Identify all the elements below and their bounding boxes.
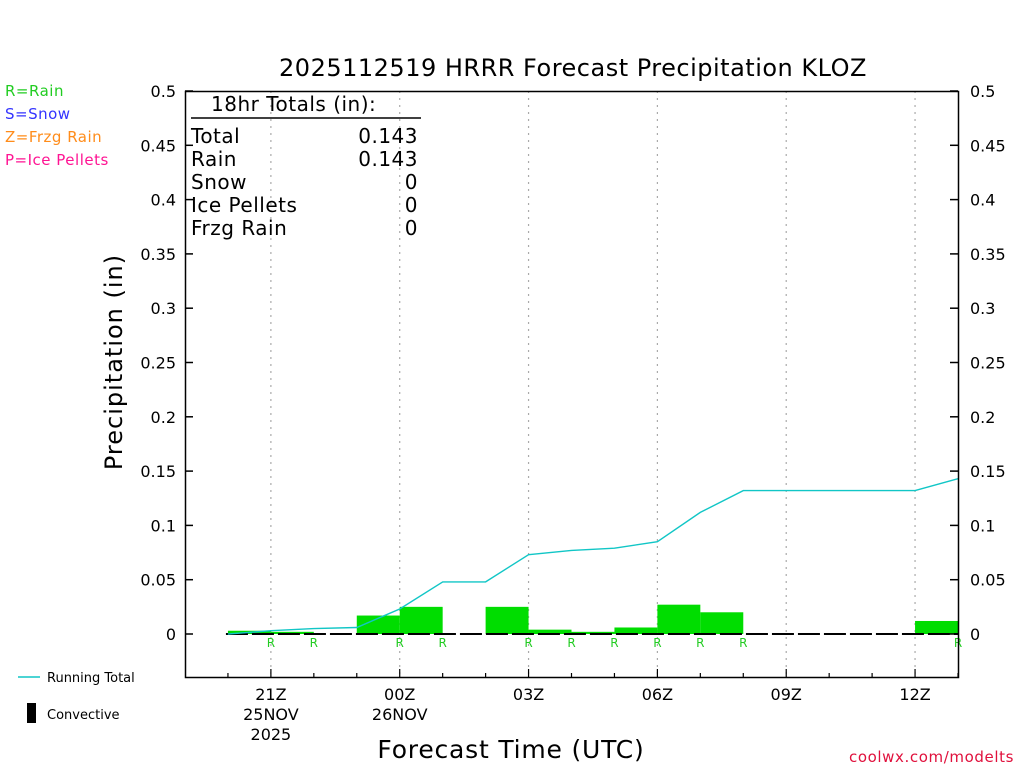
precip-bar	[915, 620, 958, 634]
totals-row-value: 0	[405, 216, 418, 240]
precip-bar	[356, 615, 400, 634]
precip-type-letter: R	[310, 636, 318, 650]
totals-row-label: Frzg Rain	[191, 216, 287, 240]
precip-type-letter: R	[267, 636, 275, 650]
y-tick-label-right: 0.15	[970, 462, 1006, 481]
totals-row-value: 0.143	[358, 124, 418, 148]
x-tick-sublabel: 25NOV	[243, 705, 299, 724]
y-tick-label-right: 0.05	[970, 571, 1006, 590]
bar-series	[227, 604, 958, 634]
y-tick-label-left: 0.25	[140, 354, 176, 373]
precip-type-letter: R	[739, 636, 747, 650]
totals-row-label: Total	[190, 124, 240, 148]
x-tick-label: 06Z	[642, 685, 673, 704]
grid-lines	[270, 91, 916, 677]
precip-type-letter: R	[567, 636, 575, 650]
y-axis-label: Precipitation (in)	[100, 254, 128, 470]
totals-row-value: 0	[405, 170, 418, 194]
totals-row-label: Rain	[191, 147, 237, 171]
running-total-line	[227, 478, 959, 635]
x-tick-label: 12Z	[899, 685, 930, 704]
chart-title: 2025112519 HRRR Forecast Precipitation K…	[279, 54, 867, 82]
x-axis-label: Forecast Time (UTC)	[377, 735, 644, 764]
precip-bar	[485, 606, 529, 634]
x-tick-sublabel: 2025	[251, 725, 292, 744]
y-tick-label-right: 0.35	[970, 245, 1006, 264]
y-tick-label-right: 0.5	[970, 82, 995, 101]
y-tick-label-right: 0.4	[970, 191, 995, 210]
y-axis-left: 0 0.05 0.1 0.15 0.2 0.25 0.3 0.35 0.4 0.45 0.5	[140, 82, 193, 644]
precip-bar	[399, 606, 443, 634]
credit-text: coolwx.com/modelts	[849, 748, 1014, 766]
y-tick-label-left: 0	[166, 625, 176, 644]
totals-row-value: 0.143	[358, 147, 418, 171]
totals-row-label: Snow	[191, 170, 247, 194]
precip-type-letter: R	[438, 636, 446, 650]
precip-type-letter: R	[653, 636, 661, 650]
totals-row-value: 0	[405, 193, 418, 217]
running-total-legend-label: Running Total	[47, 671, 135, 686]
precip-bar	[270, 631, 314, 634]
series-legend: Running Total Convective	[18, 671, 135, 723]
y-tick-label-left: 0.5	[151, 82, 176, 101]
precip-type-letter: R	[396, 636, 404, 650]
y-tick-label-left: 0.3	[151, 299, 176, 318]
totals-row-label: Ice Pellets	[191, 193, 297, 217]
y-tick-label-right: 0.45	[970, 136, 1006, 155]
convective-legend-label: Convective	[47, 708, 120, 723]
precip-type-letter: R	[696, 636, 704, 650]
y-tick-label-right: 0.25	[970, 354, 1006, 373]
x-tick-sublabel: 26NOV	[372, 705, 428, 724]
y-tick-label-left: 0.15	[140, 462, 176, 481]
type-legend-item: P=Ice Pellets	[5, 151, 109, 169]
plot-frame	[184, 90, 960, 679]
y-tick-label-right: 0	[970, 625, 980, 644]
y-tick-label-right: 0.2	[970, 408, 995, 427]
type-legend-item: S=Snow	[5, 105, 71, 123]
y-tick-label-left: 0.05	[140, 571, 176, 590]
precip-type-letter: R	[610, 636, 618, 650]
totals-heading: 18hr Totals (in):	[211, 92, 376, 116]
type-legend-item: Z=Frzg Rain	[5, 128, 102, 146]
y-tick-label-left: 0.45	[140, 136, 176, 155]
x-tick-label: 21Z	[255, 685, 286, 704]
type-legend-item: R=Rain	[5, 82, 64, 100]
precip-bar	[614, 627, 658, 634]
running-total-series	[227, 478, 959, 635]
x-tick-label: 00Z	[384, 685, 415, 704]
precip-type-letter: R	[524, 636, 532, 650]
precip-bar	[571, 631, 615, 634]
y-tick-label-right: 0.3	[970, 299, 995, 318]
y-tick-label-left: 0.4	[151, 191, 176, 210]
precip-bar	[700, 612, 744, 634]
y-tick-label-left: 0.35	[140, 245, 176, 264]
convective-legend-swatch	[27, 703, 36, 723]
precip-type-legend: R=Rain S=Snow Z=Frzg Rain P=Ice Pellets	[5, 82, 109, 169]
x-tick-label: 09Z	[771, 685, 802, 704]
x-tick-label: 03Z	[513, 685, 544, 704]
precip-bar	[657, 604, 701, 634]
y-tick-label-left: 0.1	[151, 516, 176, 535]
precip-bar	[528, 629, 572, 634]
y-tick-label-left: 0.2	[151, 408, 176, 427]
totals-box: 18hr Totals (in): Total 0.143 Rain 0.143 Sno…	[190, 92, 421, 240]
y-tick-label-right: 0.1	[970, 516, 995, 535]
y-axis-right: 0 0.05 0.1 0.15 0.2 0.25 0.3 0.35 0.4 0.45 0.5	[950, 82, 1006, 644]
